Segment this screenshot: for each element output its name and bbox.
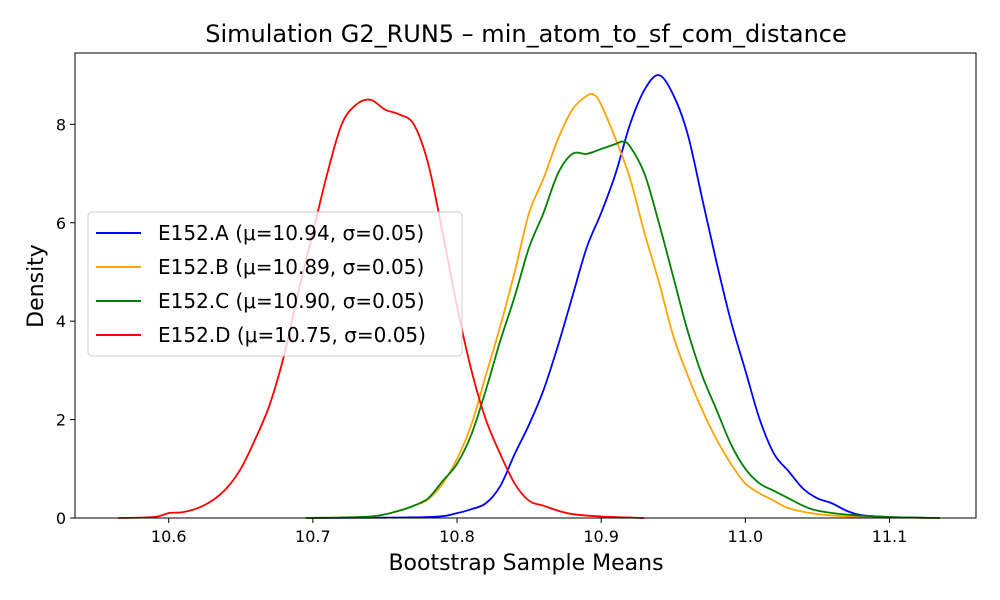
series-line-4: [118, 98, 645, 519]
legend-entry-label: E152.D (μ=10.75, σ=0.05): [158, 323, 426, 347]
x-tick-label: 11.1: [872, 527, 908, 546]
y-tick-label: 6: [56, 214, 66, 233]
series-line-3: [305, 140, 940, 519]
x-tick-label: 10.7: [295, 527, 331, 546]
legend-entry-label: E152.B (μ=10.89, σ=0.05): [158, 255, 424, 279]
x-axis-label: Bootstrap Sample Means: [388, 551, 663, 576]
y-axis-label: Density: [24, 244, 49, 328]
x-tick-label: 10.6: [151, 527, 187, 546]
y-axis: 0 2 4 6 8: [56, 115, 75, 528]
x-tick-label: 10.8: [439, 527, 475, 546]
chart-title: Simulation G2_RUN5 – min_atom_to_sf_com_…: [205, 20, 847, 48]
x-tick-label: 11.0: [728, 527, 764, 546]
series-layer: [118, 74, 940, 519]
x-axis: 10.6 10.7 10.8 10.9 11.0 11.1: [151, 518, 907, 546]
legend-entry-label: E152.A (μ=10.94, σ=0.05): [158, 221, 424, 245]
y-tick-label: 0: [56, 509, 66, 528]
series-line-1: [312, 74, 940, 519]
y-tick-label: 8: [56, 115, 66, 134]
y-tick-label: 2: [56, 411, 66, 430]
legend: E152.A (μ=10.94, σ=0.05) E152.B (μ=10.89,…: [87, 211, 463, 357]
legend-box: [87, 211, 463, 357]
legend-entry-label: E152.C (μ=10.90, σ=0.05): [158, 289, 425, 313]
x-tick-label: 10.9: [583, 527, 619, 546]
y-tick-label: 4: [56, 312, 66, 331]
plot-frame: [74, 52, 977, 519]
